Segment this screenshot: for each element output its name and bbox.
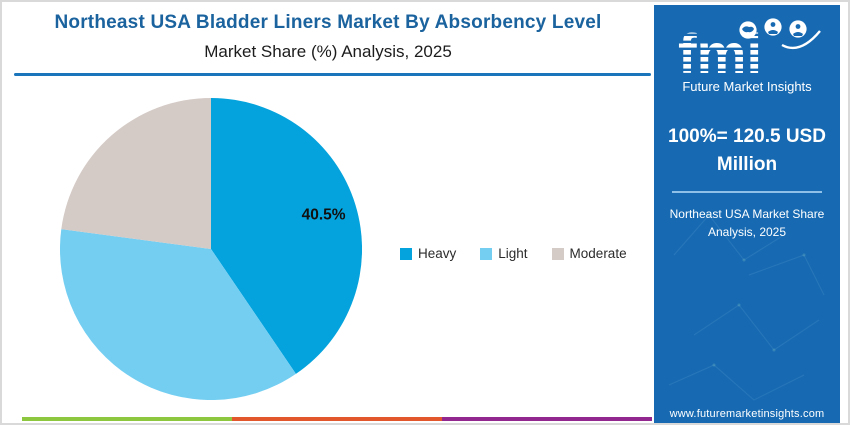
legend-swatch-heavy xyxy=(400,247,412,260)
chart-area: Northeast USA Bladder Liners Market By A… xyxy=(2,2,654,423)
legend-item-moderate[interactable]: Moderate xyxy=(551,246,627,261)
fmi-logo: fmi Future Market Insights xyxy=(678,18,821,94)
footer-strip-green xyxy=(22,417,232,421)
footer-strip-purple xyxy=(442,417,652,421)
footer-color-strip xyxy=(22,417,652,421)
fmi-logo-tagline: Future Market Insights xyxy=(682,79,812,94)
chart-subtitle: Market Share (%) Analysis, 2025 xyxy=(204,42,452,61)
footer-strip-orange xyxy=(232,417,442,421)
pie-slice-moderate[interactable] xyxy=(61,98,211,249)
pie-svg: 40.5% xyxy=(59,97,363,401)
sidebar-headline: 100%= 120.5 USD Million xyxy=(668,126,826,175)
legend-label-light: Light xyxy=(498,246,528,261)
sidebar-divider xyxy=(672,191,822,194)
pie-slice-heavy[interactable] xyxy=(211,97,363,374)
header-divider xyxy=(14,73,651,76)
brand-sidebar: fmi Future Market Insights 100%= 120.5 U… xyxy=(654,5,840,423)
legend-item-light[interactable]: Light xyxy=(480,246,528,261)
sidebar-caption: Northeast USA Market Share Analysis, 202… xyxy=(669,207,825,240)
logo-dot-icons xyxy=(739,18,807,39)
pie-chart: 40.5% xyxy=(59,97,363,401)
pie-slice-light[interactable] xyxy=(59,229,296,401)
sidebar-website-link[interactable]: www.futuremarketinsights.com xyxy=(669,408,825,420)
chart-title: Northeast USA Bladder Liners Market By A… xyxy=(54,12,602,33)
legend-item-heavy[interactable]: Heavy xyxy=(400,246,456,261)
legend-swatch-moderate xyxy=(551,247,564,260)
legend-label-heavy: Heavy xyxy=(418,246,457,261)
legend-label-moderate: Moderate xyxy=(569,246,627,261)
chart-legend: Heavy Light Moderate xyxy=(400,246,627,261)
logo-swoosh xyxy=(781,30,821,50)
legend-swatch-light xyxy=(480,247,493,260)
pie-data-label-heavy: 40.5% xyxy=(302,206,346,223)
